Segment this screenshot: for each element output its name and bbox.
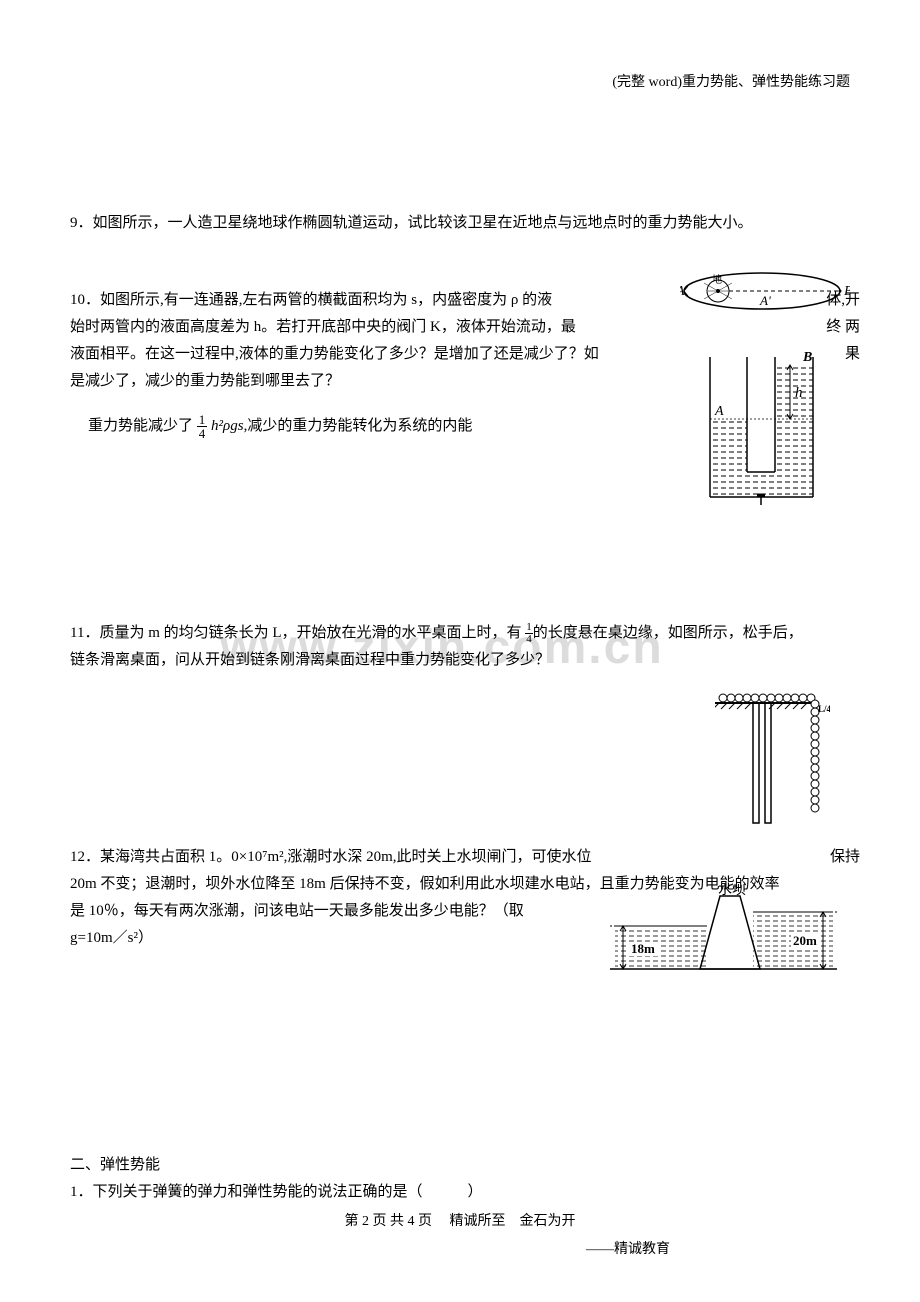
q10-l3: 液面相平。在这一过程中,液体的重力势能变化了多少？是增加了还是减少了？如 [70,346,599,362]
q12-r1: 保持 [830,844,860,871]
q10-l4: 是减少了，减少的重力势能到哪里去了？ [70,373,340,389]
chain-figure: L/4 [715,690,830,840]
q10-frac: 14 [197,413,208,440]
main-content: 9．如图所示，一人造卫星绕地球作椭圆轨道运动，试比较该卫星在近地点与远地点时的重… [70,210,850,1206]
q9-num: 9． [70,215,93,231]
page-footer: 第 2 页 共 4 页 精诚所至 金石为开 ——精诚教育 [0,1209,920,1262]
svg-text:20m: 20m [793,933,817,948]
q11-t1a: 质量为 m 的均匀链条长为 L，开始放在光滑的水平桌面上时，有 [99,625,521,641]
q10-r3: 果 [845,341,860,368]
q12-l1: 某海湾共占面积 1。0×10⁷m²,涨潮时水深 20m,此时关上水坝闸门，可使水… [100,849,592,865]
question-12: 水坝 18m 20m 12．某海湾共占面积 1。0×10⁷m²,涨潮时水深 20… [70,844,850,952]
orbit-figure: A B A' 地 [680,269,850,323]
q11-t1b: 的长度悬在桌边缘，如图所示，松手后， [533,625,803,641]
question-11: L/4 11．质量为 m 的均匀链条长为 L，开始放在光滑的水平桌面上时，有 1… [70,620,850,674]
svg-text:地: 地 [712,273,722,286]
svg-text:A: A [714,404,724,419]
q10-body: 10．如图所示,有一连通器,左右两管的横截面积均为 s，内盛密度为 ρ 的液体,… [70,287,690,395]
footer-line2: ——精诚教育 [0,1237,920,1262]
q11-body: 11．质量为 m 的均匀链条长为 L，开始放在光滑的水平桌面上时，有 14的长度… [70,620,850,674]
section2-title: 二、弹性势能 [70,1152,850,1179]
svg-text:水坝: 水坝 [718,884,746,898]
s2-q1-text: 下列关于弹簧的弹力和弹性势能的说法正确的是（ ） [93,1184,483,1200]
q11-frac: 14 [525,622,533,645]
svg-text:L/4: L/4 [818,704,830,714]
question-10: A B A' 地 [70,287,850,440]
q10-l1: 如图所示,有一连通器,左右两管的横截面积均为 s，内盛密度为 ρ 的液 [100,292,552,308]
q10-l2: 始时两管内的液面高度差为 h。若打开底部中央的阀门 K，液体开始流动，最 [70,319,576,335]
page-header: (完整 word)重力势能、弹性势能练习题 [612,70,850,95]
q10-ans-pre: 重力势能减少了 [88,418,193,434]
section-2: 二、弹性势能 1．下列关于弹簧的弹力和弹性势能的说法正确的是（ ） [70,1152,850,1206]
q11-num: 11． [70,625,99,641]
svg-text:18m: 18m [631,941,655,956]
q10-num: 10． [70,292,100,308]
tube-figure: h A B [705,347,825,517]
s2-q1-num: 1． [70,1184,93,1200]
q10-formula: h²ρgs [211,418,244,434]
footer-line1: 第 2 页 共 4 页 精诚所至 金石为开 [0,1209,920,1234]
svg-text:A': A' [759,293,771,308]
section2-q1: 1．下列关于弹簧的弹力和弹性势能的说法正确的是（ ） [70,1179,850,1206]
dam-figure: 水坝 18m 20m [605,884,840,989]
svg-text:B: B [802,350,812,365]
q12-l3: 是 10％，每天有两次涨潮，问该电站一天最多能发出多少电能？（取 [70,898,610,925]
q12-num: 12． [70,849,100,865]
svg-text:h: h [795,385,803,401]
q11-t2: 链条滑离桌面，问从开始到链条刚滑离桌面过程中重力势能变化了多少？ [70,647,850,674]
question-9: 9．如图所示，一人造卫星绕地球作椭圆轨道运动，试比较该卫星在近地点与远地点时的重… [70,210,850,237]
svg-text:B: B [844,284,850,299]
q10-ans-post: ,减少的重力势能转化为系统的内能 [244,418,473,434]
q12-l4: g=10m／s²） [70,925,610,952]
q9-text: 如图所示，一人造卫星绕地球作椭圆轨道运动，试比较该卫星在近地点与远地点时的重力势… [93,215,753,231]
